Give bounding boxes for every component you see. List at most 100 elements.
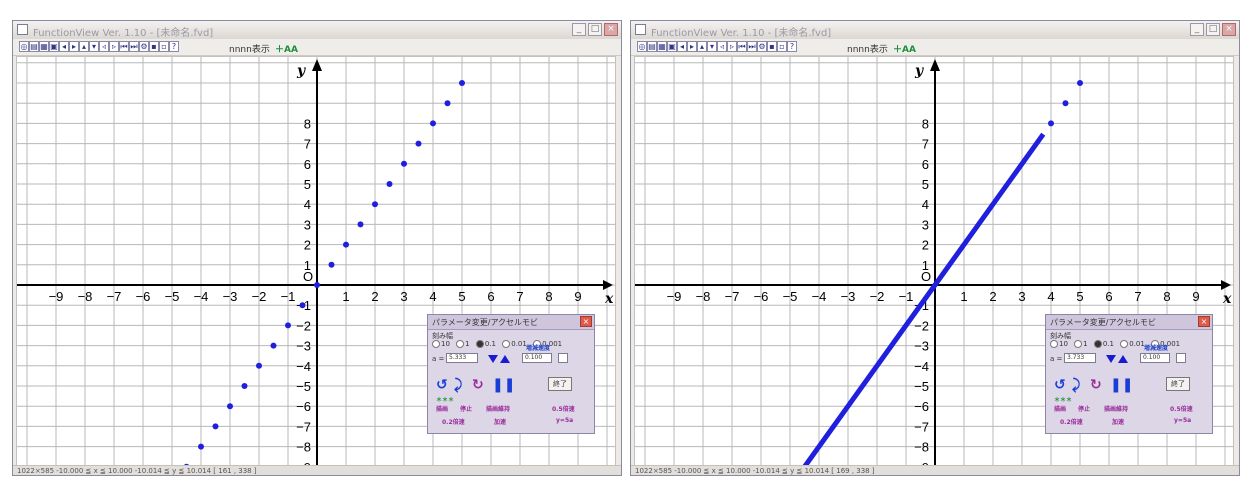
stop-label[interactable]: 停止 bbox=[1078, 406, 1091, 413]
a-value-field[interactable]: 5.333 bbox=[446, 353, 478, 363]
pause-icon[interactable]: ❚❚ bbox=[492, 377, 516, 393]
shrink-icon[interactable]: ◃ bbox=[717, 41, 727, 52]
open-icon[interactable]: ▤ bbox=[29, 41, 39, 52]
stop-label[interactable]: 停止 bbox=[460, 406, 473, 413]
keep-draw-label[interactable]: 描画維持 bbox=[1104, 406, 1129, 413]
move-up-icon[interactable]: ▴ bbox=[79, 41, 89, 52]
increase-arrow-icon[interactable] bbox=[500, 355, 510, 363]
grid-icon[interactable]: ▦ bbox=[657, 41, 667, 52]
end-button[interactable]: 終了 bbox=[1166, 377, 1190, 391]
maximize-button[interactable]: □ bbox=[1206, 23, 1220, 36]
print-icon[interactable]: ▫ bbox=[159, 41, 169, 52]
close-button[interactable]: × bbox=[1222, 23, 1236, 36]
display-toggle[interactable]: nnnn表示 bbox=[847, 45, 888, 55]
half-speed-label[interactable]: 0.5倍速 bbox=[1170, 406, 1193, 413]
last-icon[interactable]: ⏭ bbox=[747, 41, 757, 52]
save-icon[interactable]: ▪ bbox=[149, 41, 159, 52]
dialog-close-button[interactable]: × bbox=[580, 316, 592, 327]
move-down-icon[interactable]: ▾ bbox=[89, 41, 99, 52]
radio-step-0-1[interactable]: 0.1 bbox=[475, 340, 496, 348]
move-left-icon[interactable]: ◂ bbox=[677, 41, 687, 52]
save-icon[interactable]: ▪ bbox=[767, 41, 777, 52]
title-bar[interactable]: FunctionView Ver. 1.10 - [未命名.fvd] _ □ × bbox=[631, 21, 1239, 40]
move-up-icon[interactable]: ▴ bbox=[697, 41, 707, 52]
x-tick-label: 1 bbox=[960, 289, 967, 304]
increase-arrow-icon[interactable] bbox=[1118, 355, 1128, 363]
parameter-dialog: パラメータ変更/アクセルモビ × 刻み幅 10 1 0.1 0.01 0.001… bbox=[427, 314, 595, 434]
radio-step-10[interactable]: 10 bbox=[1050, 340, 1068, 348]
shrink-icon[interactable]: ◃ bbox=[99, 41, 109, 52]
move-down-icon[interactable]: ▾ bbox=[707, 41, 717, 52]
u-turn-icon[interactable]: ⤸ bbox=[454, 377, 463, 393]
first-icon[interactable]: ⏮ bbox=[737, 41, 747, 52]
fit-icon[interactable]: ▣ bbox=[667, 41, 677, 52]
status-bar: 1022×585 -10.000 ≦ x ≦ 10.000 -10.014 ≦ … bbox=[13, 465, 621, 475]
draw-label[interactable]: 描画 bbox=[436, 406, 449, 413]
fifth-speed-label[interactable]: 0.2倍速 bbox=[442, 419, 465, 426]
radio-step-0-001[interactable]: 0.001 bbox=[1151, 340, 1180, 348]
zoom-icon[interactable]: ◎ bbox=[637, 41, 647, 52]
x-tick-label: 9 bbox=[1192, 289, 1199, 304]
loop-back-icon[interactable]: ↺ bbox=[436, 377, 448, 393]
radio-step-0-01[interactable]: 0.01 bbox=[502, 340, 527, 348]
open-icon[interactable]: ▤ bbox=[647, 41, 657, 52]
minimize-button[interactable]: _ bbox=[1190, 23, 1204, 36]
loop-back-icon[interactable]: ↺ bbox=[1054, 377, 1066, 393]
font-size-toggle[interactable]: ＋AA bbox=[893, 45, 916, 55]
speed-value-field[interactable]: 0.100 bbox=[522, 353, 552, 363]
reverse-icon[interactable]: ↻ bbox=[1090, 377, 1102, 393]
help-icon[interactable]: ? bbox=[787, 41, 797, 52]
move-right-icon[interactable]: ▸ bbox=[69, 41, 79, 52]
speed-spinner[interactable] bbox=[1176, 353, 1186, 363]
radio-step-10[interactable]: 10 bbox=[432, 340, 450, 348]
dialog-title-bar[interactable]: パラメータ変更/アクセルモビ × bbox=[428, 315, 594, 330]
expand-icon[interactable]: ▹ bbox=[109, 41, 119, 52]
x-axis-arrow-icon bbox=[1221, 280, 1231, 290]
help-icon[interactable]: ? bbox=[169, 41, 179, 52]
title-bar[interactable]: FunctionView Ver. 1.10 - [未命名.fvd] _ □ × bbox=[13, 21, 621, 40]
dialog-close-button[interactable]: × bbox=[1198, 316, 1210, 327]
reverse-icon[interactable]: ↻ bbox=[472, 377, 484, 393]
pause-icon[interactable]: ❚❚ bbox=[1110, 377, 1134, 393]
speed-spinner[interactable] bbox=[558, 353, 568, 363]
maximize-button[interactable]: □ bbox=[588, 23, 602, 36]
last-icon[interactable]: ⏭ bbox=[129, 41, 139, 52]
end-button[interactable]: 終了 bbox=[548, 377, 572, 391]
accelerate-label[interactable]: 加速 bbox=[494, 419, 507, 426]
close-button[interactable]: × bbox=[604, 23, 618, 36]
settings-icon[interactable]: ⚙ bbox=[757, 41, 767, 52]
graph-area[interactable]: xyO−9−8−7−6−5−4−3−2−112345678987654321−1… bbox=[16, 56, 616, 466]
print-icon[interactable]: ▫ bbox=[777, 41, 787, 52]
step-radio-group: 10 1 0.1 0.01 0.001 bbox=[1050, 340, 1180, 348]
radio-step-0-1[interactable]: 0.1 bbox=[1093, 340, 1114, 348]
fit-icon[interactable]: ▣ bbox=[49, 41, 59, 52]
u-turn-icon[interactable]: ⤸ bbox=[1072, 377, 1081, 393]
font-size-toggle[interactable]: ＋AA bbox=[275, 45, 298, 55]
draw-label[interactable]: 描画 bbox=[1054, 406, 1067, 413]
expand-icon[interactable]: ▹ bbox=[727, 41, 737, 52]
minimize-button[interactable]: _ bbox=[572, 23, 586, 36]
formula-label: y=5a bbox=[1174, 417, 1192, 424]
grid-icon[interactable]: ▦ bbox=[39, 41, 49, 52]
move-left-icon[interactable]: ◂ bbox=[59, 41, 69, 52]
keep-draw-label[interactable]: 描画維持 bbox=[486, 406, 511, 413]
radio-step-1[interactable]: 1 bbox=[1074, 340, 1088, 348]
display-toggle[interactable]: nnnn表示 bbox=[229, 45, 270, 55]
decrease-arrow-icon[interactable] bbox=[1106, 355, 1116, 363]
y-tick-label: 6 bbox=[304, 157, 311, 172]
dialog-title-bar[interactable]: パラメータ変更/アクセルモビ × bbox=[1046, 315, 1212, 330]
fifth-speed-label[interactable]: 0.2倍速 bbox=[1060, 419, 1083, 426]
move-right-icon[interactable]: ▸ bbox=[687, 41, 697, 52]
accelerate-label[interactable]: 加速 bbox=[1112, 419, 1125, 426]
radio-step-0-001[interactable]: 0.001 bbox=[533, 340, 562, 348]
zoom-icon[interactable]: ◎ bbox=[19, 41, 29, 52]
radio-step-0-01[interactable]: 0.01 bbox=[1120, 340, 1145, 348]
speed-value-field[interactable]: 0.100 bbox=[1140, 353, 1170, 363]
x-tick-label: −6 bbox=[754, 289, 769, 304]
settings-icon[interactable]: ⚙ bbox=[139, 41, 149, 52]
half-speed-label[interactable]: 0.5倍速 bbox=[552, 406, 575, 413]
decrease-arrow-icon[interactable] bbox=[488, 355, 498, 363]
radio-step-1[interactable]: 1 bbox=[456, 340, 470, 348]
first-icon[interactable]: ⏮ bbox=[119, 41, 129, 52]
a-value-field[interactable]: 3.733 bbox=[1064, 353, 1096, 363]
